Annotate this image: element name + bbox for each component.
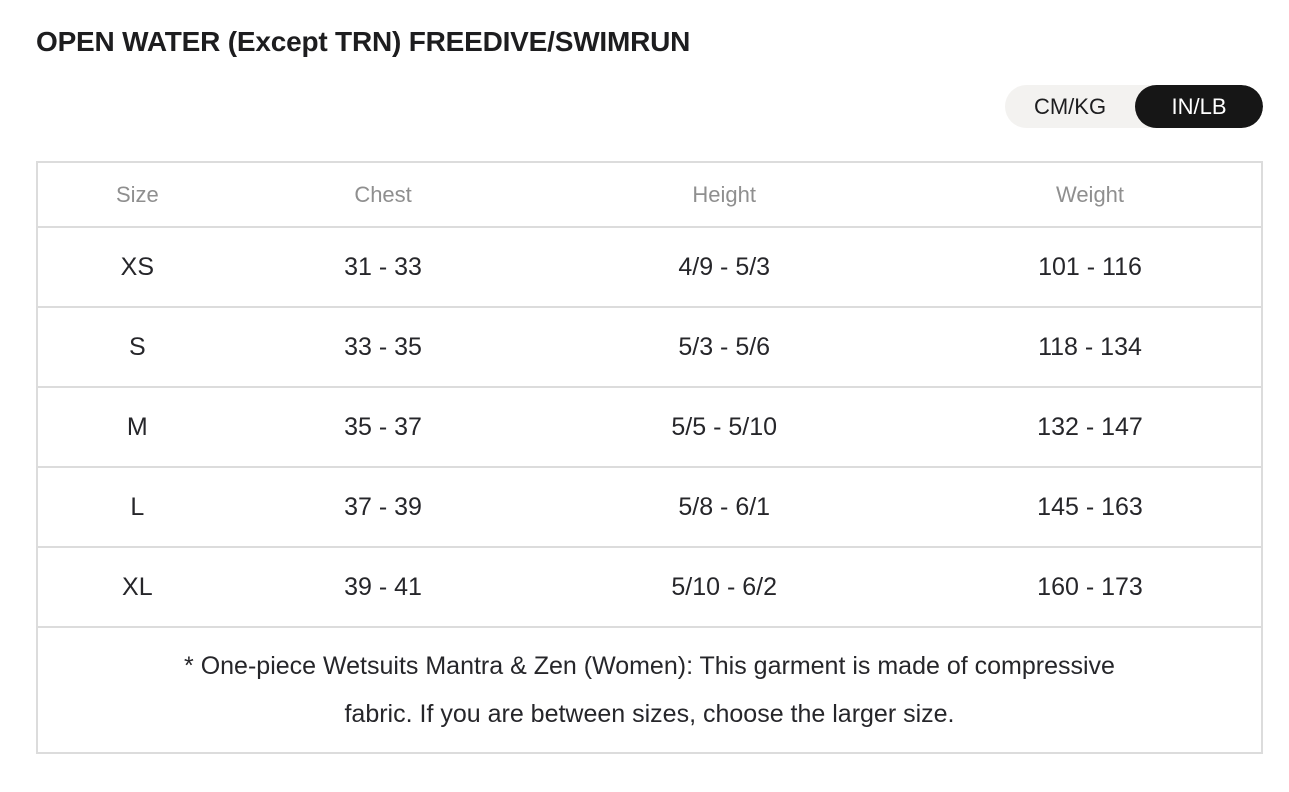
size-cell: XS xyxy=(120,252,155,281)
weight-cell: 160 - 173 xyxy=(1037,572,1143,601)
unit-toggle-inlb-button[interactable]: IN/LB xyxy=(1135,85,1263,128)
unit-toggle: CM/KG IN/LB xyxy=(1005,85,1263,128)
size-cell: XL xyxy=(122,572,153,601)
table-row: XL 39 - 41 5/10 - 6/2 160 - 173 xyxy=(37,547,1262,627)
height-cell: 5/3 - 5/6 xyxy=(678,332,771,361)
table-row: L 37 - 39 5/8 - 6/1 145 - 163 xyxy=(37,467,1262,547)
footnote-row: * One-piece Wetsuits Mantra & Zen (Women… xyxy=(37,627,1262,753)
weight-cell: 132 - 147 xyxy=(1037,412,1143,441)
height-cell: 5/8 - 6/1 xyxy=(678,492,771,521)
unit-toggle-row: CM/KG IN/LB xyxy=(36,85,1263,128)
unit-toggle-cmkg-button[interactable]: CM/KG xyxy=(1005,85,1135,128)
size-cell: S xyxy=(128,332,146,361)
chest-cell: 37 - 39 xyxy=(344,492,422,521)
column-header-weight: Weight xyxy=(1055,181,1125,207)
chest-cell: 31 - 33 xyxy=(344,252,422,281)
page-title: OPEN WATER (Except TRN) FREEDIVE/SWIMRUN xyxy=(36,26,691,57)
table-row: S 33 - 35 5/3 - 5/6 118 - 134 xyxy=(37,307,1262,387)
table-row: XS 31 - 33 4/9 - 5/3 101 - 116 xyxy=(37,227,1262,307)
size-guide-panel: OPEN WATER (Except TRN) FREEDIVE/SWIMRUN… xyxy=(36,26,1263,754)
chest-cell: 33 - 35 xyxy=(344,332,422,361)
footnote-cell: * One-piece Wetsuits Mantra & Zen (Women… xyxy=(37,627,1262,753)
size-cell: L xyxy=(130,492,145,521)
column-header-size: Size xyxy=(115,181,159,207)
column-header-height: Height xyxy=(692,181,756,207)
weight-cell: 101 - 116 xyxy=(1038,252,1142,281)
size-cell: M xyxy=(126,412,148,441)
height-cell: 5/10 - 6/2 xyxy=(671,572,778,601)
chest-cell: 39 - 41 xyxy=(344,572,422,601)
height-cell: 5/5 - 5/10 xyxy=(671,412,778,441)
footnote: * One-piece Wetsuits Mantra & Zen (Women… xyxy=(184,652,1115,728)
weight-cell: 118 - 134 xyxy=(1038,332,1142,361)
column-header-chest: Chest xyxy=(354,181,412,207)
table-row: M 35 - 37 5/5 - 5/10 132 - 147 xyxy=(37,387,1262,467)
table-header-row: Size Chest Height Weight xyxy=(37,162,1262,227)
weight-cell: 145 - 163 xyxy=(1037,492,1143,521)
chest-cell: 35 - 37 xyxy=(344,412,422,441)
size-chart-table: Size Chest Height Weight XS 31 - 33 4/9 … xyxy=(36,161,1263,754)
height-cell: 4/9 - 5/3 xyxy=(678,252,771,281)
